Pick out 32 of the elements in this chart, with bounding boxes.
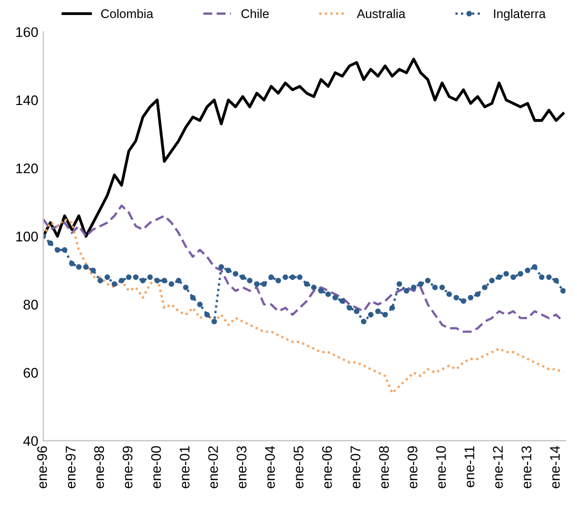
x-tick-label: ene-01	[180, 446, 190, 488]
legend-label: Inglaterra	[494, 8, 546, 21]
y-tick-label: 60	[24, 368, 38, 378]
y-tick-label: 120	[16, 163, 38, 174]
x-tick-label: ene-07	[350, 446, 360, 488]
x-tick-label: ene-02	[208, 446, 218, 488]
y-tick-label: 140	[16, 95, 38, 106]
legend-label: Australia	[356, 8, 406, 18]
x-tick-label: ene-05	[294, 446, 304, 488]
x-tick-label: ene-06	[322, 446, 332, 488]
x-tick-label: ene-96	[37, 446, 48, 488]
x-tick-label: ene-99	[122, 446, 132, 488]
x-tick-label: ene-13	[522, 446, 532, 488]
x-tick-label: ene-03	[236, 446, 246, 488]
x-tick-label: ene-00	[151, 446, 161, 488]
line-series	[43, 58, 565, 238]
x-tick-label: ene-08	[379, 446, 389, 488]
y-tick-label: 160	[16, 27, 38, 38]
line-series	[43, 218, 564, 394]
y-tick-label: 40	[23, 436, 38, 446]
y-tick-label: 80	[24, 300, 38, 310]
y-tick-label: 100	[16, 232, 38, 242]
x-tick-label: ene-11	[464, 446, 474, 488]
x-tick-label: ene-04	[265, 446, 275, 488]
legend-label: Colombia	[101, 8, 154, 18]
x-tick-label: ene-98	[94, 446, 104, 488]
x-tick-label: ene-09	[408, 446, 418, 488]
x-tick-label: ene-14	[550, 446, 560, 488]
legend-label: Chile	[241, 8, 269, 18]
x-tick-label: ene-12	[492, 446, 503, 488]
x-tick-label: ene-97	[66, 446, 76, 488]
x-tick-label: ene-10	[436, 446, 446, 488]
